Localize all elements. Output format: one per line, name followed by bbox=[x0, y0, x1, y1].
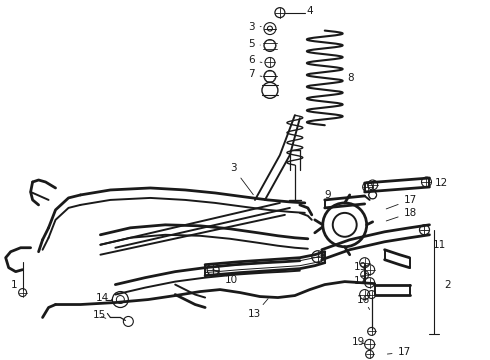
Text: 5: 5 bbox=[248, 39, 260, 49]
Text: 17: 17 bbox=[354, 276, 367, 285]
Text: 15: 15 bbox=[93, 310, 106, 320]
Text: 16: 16 bbox=[357, 294, 370, 310]
Text: 14: 14 bbox=[96, 293, 112, 302]
Text: 8: 8 bbox=[348, 73, 354, 84]
Text: 7: 7 bbox=[248, 69, 262, 80]
Text: 4: 4 bbox=[307, 6, 314, 15]
Text: 18: 18 bbox=[386, 208, 417, 221]
Text: 19: 19 bbox=[352, 337, 365, 347]
Text: 3: 3 bbox=[248, 22, 261, 32]
Text: 17: 17 bbox=[386, 195, 417, 209]
Text: 1: 1 bbox=[11, 280, 17, 289]
Text: 11: 11 bbox=[433, 240, 446, 250]
Text: 12: 12 bbox=[435, 178, 448, 188]
Text: 13: 13 bbox=[248, 299, 268, 319]
Text: 6: 6 bbox=[248, 55, 262, 66]
Text: 2: 2 bbox=[444, 280, 451, 289]
Text: 19: 19 bbox=[354, 262, 367, 272]
Text: 10: 10 bbox=[213, 269, 238, 285]
Text: 9: 9 bbox=[325, 190, 331, 200]
Text: 3: 3 bbox=[230, 163, 253, 195]
Text: 17: 17 bbox=[388, 347, 411, 357]
